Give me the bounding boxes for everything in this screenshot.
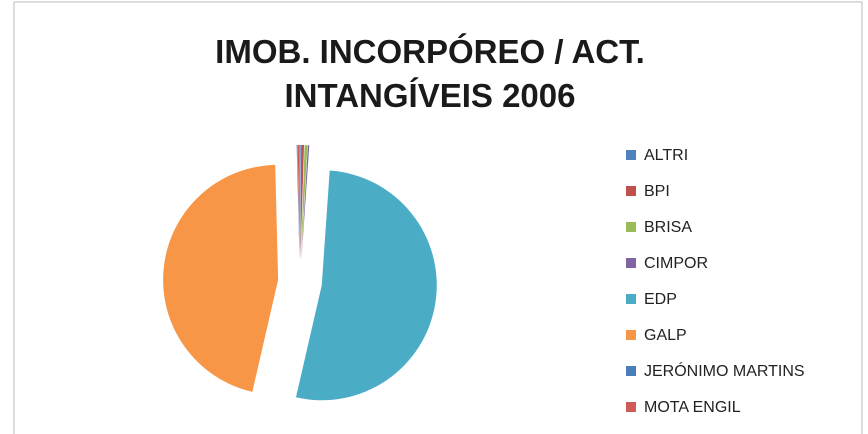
- legend-swatch: [626, 222, 636, 232]
- legend-label: EDP: [644, 291, 677, 308]
- legend-swatch: [626, 330, 636, 340]
- pie-slice: [300, 145, 305, 261]
- legend-swatch: [626, 366, 636, 376]
- legend-label: MOTA ENGIL: [644, 399, 741, 416]
- chart-title: IMOB. INCORPÓREO / ACT. INTANGÍVEIS 2006: [215, 33, 645, 114]
- pie-slice: [300, 145, 308, 261]
- pie-slice: [300, 145, 301, 261]
- pie-slice: [301, 145, 310, 261]
- legend-swatch: [626, 186, 636, 196]
- legend-label: JERÓNIMO MARTINS: [644, 361, 805, 380]
- legend-swatch: [626, 258, 636, 268]
- legend-label: CIMPOR: [644, 255, 708, 272]
- pie-slice: [295, 170, 437, 401]
- legend-swatch: [626, 294, 636, 304]
- legend-label: BPI: [644, 183, 670, 200]
- pie-slice: [297, 145, 300, 261]
- legend-label: ALTRI: [644, 147, 688, 164]
- legend-label: GALP: [644, 327, 687, 344]
- pie-slice: [296, 145, 300, 261]
- pie-slice: [163, 164, 279, 392]
- legend-swatch: [626, 402, 636, 412]
- chart-frame: [13, 1, 863, 434]
- legend-label: BRISA: [644, 219, 692, 236]
- legend-swatch: [626, 150, 636, 160]
